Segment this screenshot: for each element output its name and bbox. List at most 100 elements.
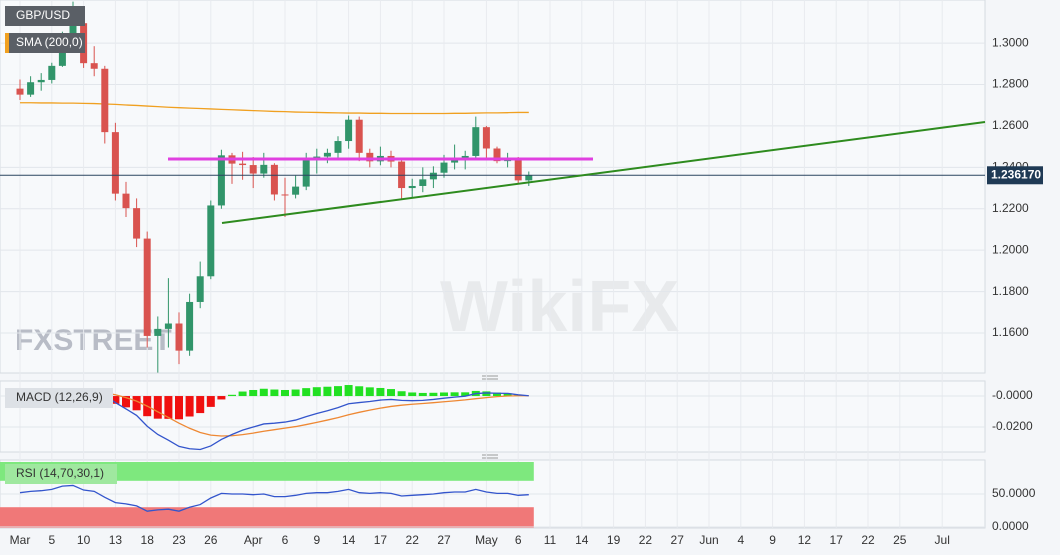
- macd-histogram-bar: [440, 392, 448, 397]
- x-tick-label: 22: [639, 533, 653, 547]
- y-tick-label: 1.2200: [992, 201, 1029, 215]
- x-tick-label: 5: [48, 533, 55, 547]
- x-tick-label: 17: [374, 533, 388, 547]
- candle-body: [408, 185, 416, 189]
- macd-histogram-bar: [355, 386, 364, 397]
- candle-body: [281, 194, 289, 196]
- macd-histogram-bar: [175, 396, 183, 420]
- macd-histogram-bar: [164, 396, 173, 419]
- x-tick-label: 26: [204, 533, 218, 547]
- macd-histogram-bar: [493, 392, 501, 397]
- macd-histogram-bar: [249, 389, 258, 397]
- candle-body: [429, 172, 437, 180]
- candle-body: [249, 165, 257, 174]
- legend-title: GBP/USD: [16, 8, 70, 22]
- legend-box: [5, 6, 85, 26]
- macd-histogram-bar: [238, 391, 247, 397]
- candle-body: [239, 163, 247, 166]
- candle-body: [419, 179, 427, 186]
- x-tick-label: 19: [607, 533, 621, 547]
- x-tick-label: 23: [172, 533, 186, 547]
- candle-body: [334, 141, 342, 153]
- x-tick-label: 22: [861, 533, 875, 547]
- macd-histogram-bar: [387, 389, 395, 397]
- last-price-box: [987, 166, 1043, 185]
- y-tick-label: 1.2800: [992, 77, 1029, 91]
- candle-body: [366, 152, 374, 162]
- x-tick-label: 4: [737, 533, 744, 547]
- candle-body: [143, 238, 151, 336]
- legend-sma: SMA (200,0): [16, 35, 83, 49]
- candle-body: [292, 186, 300, 195]
- macd-histogram-bar: [153, 396, 162, 419]
- candle-body: [101, 68, 109, 133]
- macd-histogram-bar: [217, 396, 226, 400]
- macd-histogram-bar: [429, 392, 438, 397]
- y-tick-label: 1.2600: [992, 118, 1029, 132]
- macd-histogram-bar: [365, 387, 374, 397]
- candle-body: [122, 193, 130, 209]
- macd-histogram-bar: [291, 389, 300, 397]
- x-tick-label: May: [475, 533, 498, 547]
- macd-histogram-bar: [206, 396, 215, 407]
- x-tick-label: 11: [544, 533, 557, 547]
- candle-body: [69, 23, 77, 34]
- candle-body: [133, 208, 141, 239]
- candle-body: [355, 119, 363, 153]
- legend-box: [5, 388, 113, 408]
- legend-box: [5, 33, 85, 53]
- candle-body: [440, 162, 448, 173]
- macd-histogram-bar: [408, 392, 417, 397]
- macd-histogram-bar: [312, 387, 321, 397]
- candle-body: [260, 164, 268, 174]
- y-tick-label: -0.0000: [992, 388, 1033, 402]
- candle-body: [16, 88, 24, 95]
- x-tick-label: 22: [406, 533, 420, 547]
- rsi-line: [19, 484, 529, 512]
- x-tick-label: 9: [313, 533, 320, 547]
- macd-histogram-bar: [281, 389, 289, 397]
- macd-histogram-bar: [344, 385, 353, 397]
- candle-body: [472, 127, 480, 156]
- macd-histogram-bar: [323, 386, 332, 397]
- candle-body: [48, 65, 56, 80]
- x-tick-label: Jul: [935, 533, 950, 547]
- candle-body: [186, 301, 194, 351]
- x-tick-label: 25: [893, 533, 907, 547]
- macd-histogram-bar: [376, 387, 385, 397]
- y-tick-label: 1.3000: [992, 35, 1029, 49]
- candle-body: [525, 175, 533, 181]
- macd-histogram-bar: [418, 392, 427, 397]
- x-tick-label: 14: [575, 533, 589, 547]
- macd-histogram-bar: [132, 396, 141, 411]
- macd-histogram-bar: [122, 396, 130, 408]
- candle-body: [207, 205, 215, 277]
- trend-line: [221, 121, 986, 224]
- overbought-zone: [0, 462, 534, 481]
- macd-histogram-bar: [461, 392, 470, 397]
- candle-body: [323, 152, 331, 157]
- candle-body: [345, 119, 353, 142]
- macd-histogram-bar: [196, 396, 205, 414]
- x-tick-label: 27: [671, 533, 685, 547]
- x-tick-label: 10: [77, 533, 91, 547]
- macd-histogram-bar: [111, 396, 120, 404]
- x-tick-label: 14: [342, 533, 356, 547]
- candle-body: [90, 63, 98, 69]
- candle-body: [302, 159, 310, 187]
- x-tick-label: 17: [830, 533, 844, 547]
- x-tick-label: 27: [437, 533, 451, 547]
- legend-box: [5, 464, 117, 484]
- legend-rsi: RSI (14,70,30,1): [16, 466, 104, 480]
- candle-body: [196, 276, 204, 302]
- macd-histogram-bar: [503, 393, 512, 397]
- macd-histogram-bar: [397, 391, 406, 397]
- x-tick-label: Apr: [244, 533, 263, 547]
- plot-layer: [0, 0, 985, 528]
- y-tick-label: 1.1600: [992, 325, 1029, 339]
- candle-body: [514, 159, 522, 181]
- x-tick-label: 9: [769, 533, 776, 547]
- candle-body: [27, 82, 35, 95]
- macd-histogram-bar: [450, 392, 459, 397]
